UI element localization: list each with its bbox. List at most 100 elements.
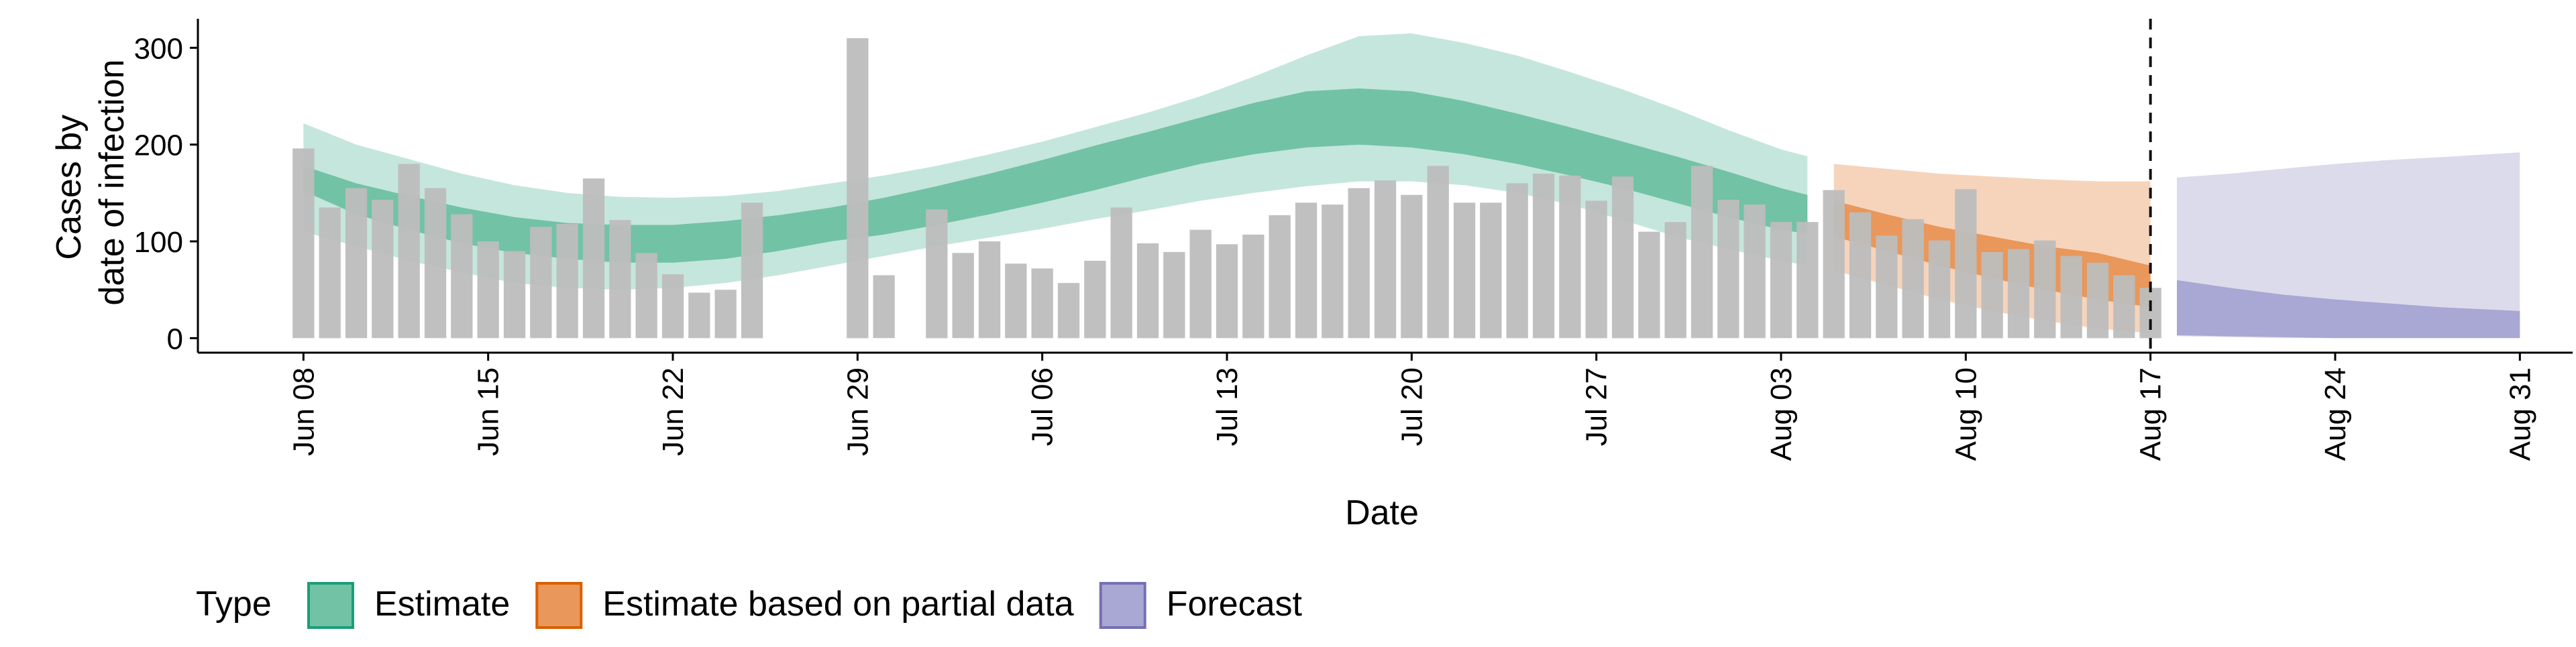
x-tick-label: Aug 17 <box>2135 367 2167 461</box>
case-bar <box>1374 180 1397 339</box>
legend-item-label: Estimate <box>374 585 510 624</box>
case-bar <box>741 202 763 339</box>
legend-item-label: Estimate based on partial data <box>602 585 1074 624</box>
case-bar <box>292 148 315 339</box>
x-tick-label: Aug 31 <box>2504 367 2536 461</box>
case-bar <box>530 227 552 339</box>
case-bar <box>978 241 1001 339</box>
case-bar <box>1216 244 1238 339</box>
case-bar <box>1770 222 1792 339</box>
case-bar <box>1928 240 1951 339</box>
case-bar <box>556 224 578 339</box>
case-bar <box>1743 204 1766 339</box>
case-bar <box>1480 202 1502 339</box>
case-bar <box>2034 240 2056 339</box>
forecast-inner-band <box>2177 280 2520 339</box>
case-bar <box>1638 231 1660 339</box>
x-tick-label: Aug 10 <box>1949 367 1982 461</box>
x-axis-title: Date <box>1345 493 1419 532</box>
case-bar <box>1506 183 1528 339</box>
legend-item-label: Forecast <box>1167 585 1303 624</box>
case-bar <box>372 199 394 339</box>
case-bar <box>1717 199 1739 339</box>
case-bar <box>1136 243 1159 339</box>
case-bar <box>1585 200 1607 339</box>
y-axis-title: Cases by date of infection <box>50 59 131 305</box>
y-tick-label: 200 <box>134 129 183 162</box>
x-tick-label: Jun 29 <box>841 367 874 456</box>
x-axis-ticks: Jun 08 Jun 15 Jun 22 Jun 29 Jul 06 Jul 13 Jul … <box>287 353 2536 461</box>
case-bar <box>1955 189 1977 339</box>
y-tick-label: 100 <box>134 226 183 259</box>
case-bar <box>661 274 684 339</box>
x-tick-label: Aug 03 <box>1765 367 1798 461</box>
x-tick-label: Aug 24 <box>2319 367 2352 461</box>
case-bar <box>1690 166 1713 339</box>
case-bar <box>1242 234 1265 339</box>
case-bar <box>1664 222 1686 339</box>
case-bar <box>1269 215 1291 339</box>
case-bar <box>319 207 341 339</box>
case-bar <box>688 292 710 339</box>
x-tick-label: Jun 22 <box>657 367 690 456</box>
case-bar <box>1084 260 1106 339</box>
case-bar <box>1163 251 1185 339</box>
case-bar <box>2086 262 2109 339</box>
case-bar <box>2113 275 2135 339</box>
legend: Type Estimate Estimate based on partial d… <box>196 582 1303 629</box>
case-bar <box>2139 288 2161 339</box>
case-bar <box>1110 207 1132 339</box>
case-bar <box>873 275 895 339</box>
x-tick-label: Jul 20 <box>1395 367 1428 446</box>
x-tick-label: Jul 13 <box>1211 367 1244 446</box>
x-tick-label: Jul 06 <box>1026 367 1059 446</box>
case-bar <box>451 214 473 339</box>
legend-swatch <box>307 582 354 629</box>
case-bar <box>1401 194 1423 339</box>
case-bar <box>1427 166 1449 339</box>
x-tick-label: Jun 08 <box>287 367 320 456</box>
case-bar <box>1849 212 1872 339</box>
case-bar <box>1796 222 1819 339</box>
case-bar <box>1189 229 1212 339</box>
x-tick-label: Jun 15 <box>472 367 505 456</box>
case-bar <box>424 188 447 339</box>
legend-swatch <box>1099 582 1146 629</box>
y-axis-title-line-2: date of infection <box>93 59 131 305</box>
case-bar <box>398 164 420 339</box>
x-tick-label: Jul 27 <box>1580 367 1613 446</box>
case-bar <box>1057 283 1080 339</box>
legend-items: Estimate Estimate based on partial data Fo… <box>307 582 1303 629</box>
axes-layer <box>197 19 2573 354</box>
case-bar <box>1031 268 1053 339</box>
case-bar <box>952 253 974 339</box>
case-bar <box>609 220 631 339</box>
y-axis-title-line-1: Cases by <box>50 115 89 260</box>
y-tick-label: 0 <box>167 322 183 355</box>
case-bar <box>2060 255 2082 339</box>
y-axis-ticks: 0 100 200 300 <box>134 32 198 355</box>
legend-title: Type <box>196 585 272 624</box>
estimate-inner-band <box>303 88 1808 263</box>
case-bar <box>1532 174 1555 339</box>
case-bar <box>582 178 605 339</box>
bar-layer <box>292 38 2161 339</box>
case-bar <box>1322 204 1344 339</box>
case-bar <box>1823 190 1845 339</box>
case-bar <box>2007 249 2030 339</box>
case-bar <box>714 290 737 339</box>
case-bar <box>1981 251 2003 339</box>
case-bar <box>1559 175 1581 339</box>
case-bar <box>1902 219 1924 339</box>
case-bar <box>345 188 368 339</box>
case-bar <box>926 209 948 339</box>
case-bar <box>1611 176 1634 339</box>
case-bar <box>635 253 657 339</box>
case-bar <box>1295 202 1318 339</box>
legend-swatch <box>535 582 583 629</box>
case-bar <box>847 38 869 339</box>
forecast-outer-band <box>2177 152 2520 339</box>
case-bar <box>1348 188 1370 339</box>
